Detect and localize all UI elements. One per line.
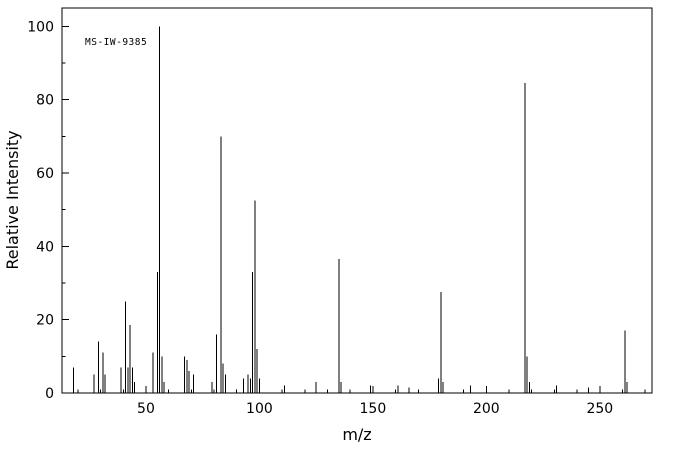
y-tick-label: 20 [36, 313, 54, 329]
x-tick-label: 100 [246, 401, 273, 417]
y-tick-label: 40 [36, 239, 54, 255]
axis-tick-labels: 50 100 150 200 250 0 20 40 60 80 100 [27, 19, 613, 417]
x-axis-label: m/z [342, 425, 371, 444]
y-tick-label: 0 [45, 386, 54, 402]
spectrum-id-label: MS-IW-9385 [85, 37, 147, 48]
plot-frame [61, 7, 653, 394]
x-tick-label: 250 [586, 401, 613, 417]
y-tick-label: 100 [27, 19, 54, 35]
x-tick-label: 150 [360, 401, 387, 417]
x-tick-label: 50 [137, 401, 155, 417]
y-tick-label: 80 [36, 93, 54, 109]
y-tick-label: 60 [36, 166, 54, 182]
y-axis-label: Relative Intensity [3, 130, 22, 269]
spectrum-peaks [72, 26, 628, 393]
x-tick-label: 200 [473, 401, 500, 417]
